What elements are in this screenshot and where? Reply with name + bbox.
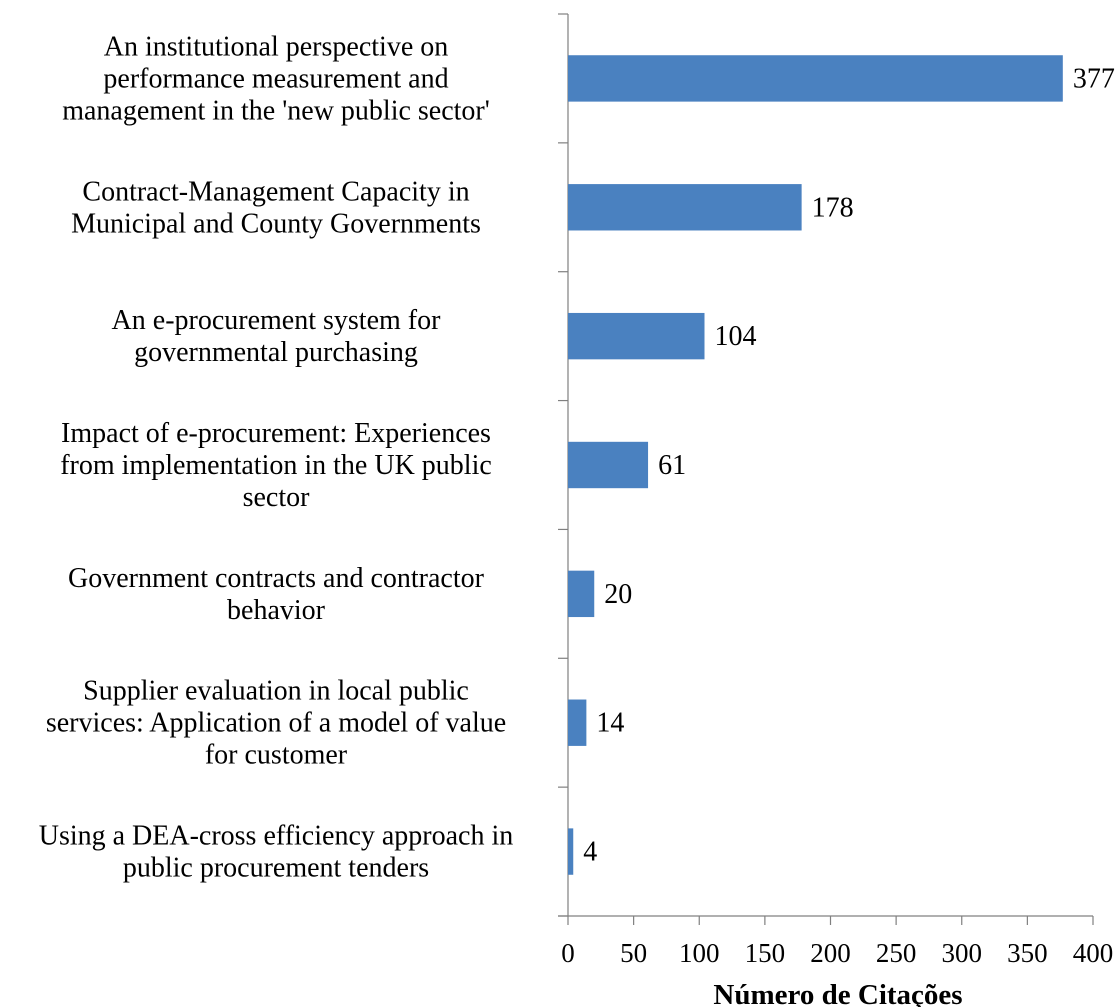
category-label-line: public procurement tenders	[123, 853, 429, 884]
category-label: An institutional perspective on performan…	[62, 31, 490, 126]
x-tick-label: 200	[810, 938, 851, 968]
bars	[568, 55, 1063, 875]
data-label: 377	[1073, 63, 1115, 94]
category-label-line: Contract-Management Capacity in	[82, 176, 469, 207]
category-label-line: Supplier evaluation in local public	[83, 676, 469, 707]
category-label-line: behavior	[227, 595, 326, 626]
x-tick-label: 150	[745, 938, 786, 968]
category-labels: An institutional perspective on performan…	[39, 31, 514, 883]
data-label: 14	[596, 708, 624, 739]
data-label: 20	[604, 579, 632, 610]
bar	[568, 828, 574, 875]
x-axis-title: Número de Citações	[713, 979, 962, 1007]
category-label: Supplier evaluation in local public servi…	[46, 676, 506, 771]
category-label-line: governmental purchasing	[134, 337, 418, 368]
x-tick-label: 100	[679, 938, 720, 968]
x-tick-label: 50	[620, 938, 647, 968]
category-label: Government contracts and contractor behav…	[68, 563, 485, 626]
category-label-line: performance measurement and	[103, 63, 448, 94]
category-label-line: Using a DEA-cross efficiency approach in	[39, 821, 514, 852]
category-label-line: from implementation in the UK public	[60, 450, 492, 481]
x-tick-label: 0	[561, 938, 575, 968]
x-tick-label: 350	[1007, 938, 1048, 968]
category-label-line: An e-procurement system for	[112, 305, 442, 336]
category-label-line: management in the 'new public sector'	[62, 95, 490, 126]
category-label-line: sector	[243, 482, 311, 513]
data-label: 4	[583, 837, 597, 868]
bar	[568, 184, 802, 231]
category-label: Contract-Management Capacity in Municipal…	[71, 176, 481, 239]
category-label-line: Impact of e-procurement: Experiences	[61, 418, 491, 449]
y-axis	[558, 13, 569, 917]
bar	[568, 570, 595, 618]
x-axis: 0 50 100 150 200 250 300 350 400	[558, 915, 1114, 968]
data-labels: 377 178 104 61 20 14 4	[583, 63, 1115, 867]
category-label: Impact of e-procurement: Experiences from…	[60, 418, 492, 513]
category-label: Using a DEA-cross efficiency approach in…	[39, 821, 514, 884]
category-label-line: for customer	[205, 740, 348, 771]
data-label: 104	[715, 321, 757, 352]
category-label: An e-procurement system for governmental …	[112, 305, 442, 368]
bar	[568, 55, 1063, 102]
bar	[568, 441, 649, 489]
category-label-line: An institutional perspective on	[104, 31, 449, 62]
category-label-line: Municipal and County Governments	[71, 208, 481, 239]
data-label: 178	[812, 192, 854, 223]
data-label: 61	[658, 450, 686, 481]
x-tick-label: 400	[1073, 938, 1114, 968]
category-label-line: services: Application of a model of valu…	[46, 708, 506, 739]
bar	[568, 312, 705, 360]
bar	[568, 699, 587, 746]
category-label-line: Government contracts and contractor	[68, 563, 485, 594]
x-tick-label: 300	[942, 938, 983, 968]
x-tick-label: 250	[876, 938, 917, 968]
